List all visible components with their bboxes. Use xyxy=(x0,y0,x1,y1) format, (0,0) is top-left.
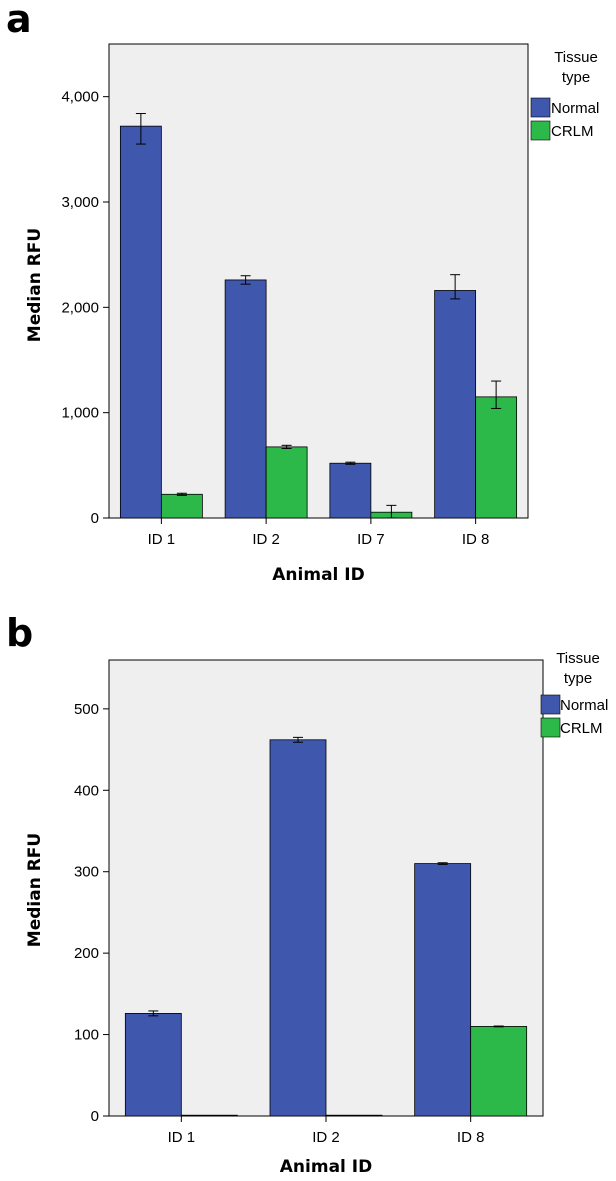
y-tick-label: 0 xyxy=(91,1108,99,1125)
y-tick-label: 3,000 xyxy=(61,194,99,211)
legend-swatch-crlm xyxy=(540,717,561,738)
x-tick-label: ID 7 xyxy=(357,531,385,548)
bar-normal-id8 xyxy=(434,290,477,519)
x-axis-title: Animal ID xyxy=(272,565,364,585)
x-tick-label: ID 2 xyxy=(312,1129,340,1146)
bar-crlm-id2 xyxy=(325,1114,383,1117)
panel-label: b xyxy=(6,611,33,655)
error-bar xyxy=(437,862,448,865)
y-tick-label: 4,000 xyxy=(61,89,99,106)
x-axis-title: Animal ID xyxy=(280,1157,372,1177)
legend-label-normal: Normal xyxy=(551,100,599,117)
y-tick-label: 100 xyxy=(74,1027,99,1044)
legend-label-crlm: CRLM xyxy=(551,123,594,140)
legend-swatch-normal xyxy=(530,97,551,118)
y-tick-label: 1,000 xyxy=(61,405,99,422)
error-bar xyxy=(450,274,461,300)
error-bar xyxy=(281,444,292,449)
legend-title-line-2: type xyxy=(562,69,590,86)
error-bar xyxy=(176,492,187,496)
bar-normal-id1 xyxy=(119,125,162,519)
legend-title-line-1: Tissue xyxy=(556,650,600,667)
error-bar xyxy=(493,1025,504,1028)
legend: Tissue type Normal CRLM xyxy=(530,49,599,141)
x-tick-label: ID 8 xyxy=(462,531,490,548)
error-bar xyxy=(345,461,356,465)
y-tick-label: 500 xyxy=(74,701,99,718)
bar-crlm-id8 xyxy=(475,396,518,519)
error-bar xyxy=(491,380,502,409)
legend-title-line-1: Tissue xyxy=(554,49,598,66)
y-tick-label: 400 xyxy=(74,782,99,799)
bar-normal-id8 xyxy=(414,863,472,1117)
error-bar xyxy=(135,113,146,145)
legend-label-crlm: CRLM xyxy=(560,720,603,737)
y-tick-label: 200 xyxy=(74,945,99,962)
legend-swatch-normal xyxy=(540,694,561,715)
y-axis-title: Median RFU xyxy=(25,228,45,342)
panel-a-chart: 0 1,000 2,000 3,000 4,000 ID 1 ID 2 ID 7 ID 8 M… xyxy=(25,43,599,585)
x-tick-label: ID 8 xyxy=(457,1129,485,1146)
y-tick-label: 0 xyxy=(91,510,99,527)
error-bar xyxy=(240,275,251,285)
bar-normal-id2 xyxy=(224,279,267,519)
error-bar xyxy=(293,736,303,743)
y-tick-label: 2,000 xyxy=(61,299,99,316)
error-bar xyxy=(148,1010,159,1017)
x-tick-label: ID 1 xyxy=(168,1129,196,1146)
bar-normal-id2 xyxy=(269,739,327,1117)
legend-swatch-crlm xyxy=(530,120,551,141)
bar-normal-id1 xyxy=(124,1013,182,1117)
error-bar xyxy=(386,504,397,519)
bar-crlm-id1 xyxy=(160,493,203,519)
bar-crlm-id1 xyxy=(180,1114,238,1117)
bar-crlm-id2 xyxy=(265,446,308,519)
legend: Tissue type Normal CRLM xyxy=(540,650,608,738)
bar-normal-id7 xyxy=(329,462,372,519)
legend-label-normal: Normal xyxy=(560,697,608,714)
y-tick-label: 300 xyxy=(74,864,99,881)
y-axis-title: Median RFU xyxy=(25,833,45,947)
x-tick-label: ID 1 xyxy=(148,531,176,548)
legend-title-line-2: type xyxy=(564,670,592,687)
x-tick-label: ID 2 xyxy=(252,531,280,548)
panel-label: a xyxy=(6,0,32,41)
panel-b-chart: 0 100 200 300 400 500 ID 1 ID 2 ID 8 Median RFU… xyxy=(25,650,608,1177)
bar-crlm-id8 xyxy=(470,1026,528,1117)
